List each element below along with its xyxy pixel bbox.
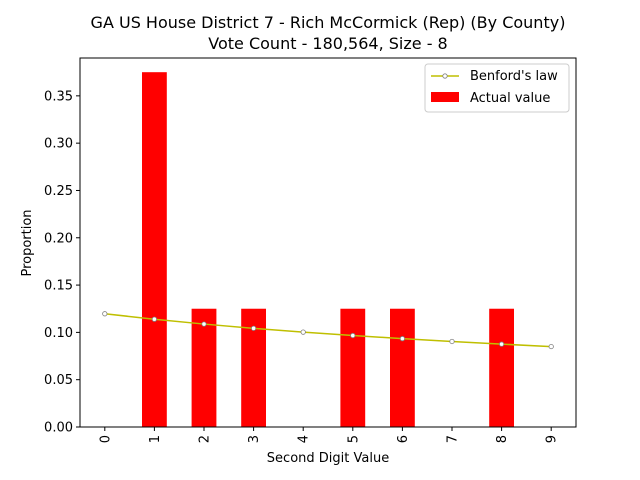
y-tick-label: 0.25: [44, 184, 73, 199]
y-tick-label: 0.15: [44, 279, 73, 294]
benford-point-9: [548, 343, 554, 350]
line-series-benford: [102, 311, 554, 350]
legend-marker-swatch: [442, 73, 448, 79]
benford-point-0: [102, 311, 108, 317]
legend-label-benford: Benford's law: [470, 69, 558, 84]
bar-digit-6: [390, 308, 415, 427]
y-tick-label: 0.05: [44, 373, 73, 388]
y-axis-ticks: 0.00 0.05 0.10 0.15 0.20 0.25 0.30 0.35: [44, 89, 80, 436]
legend-box: [424, 63, 570, 113]
benford-line: [104, 313, 552, 348]
y-tick-label: 0.20: [44, 231, 73, 246]
bar-digit-2: [191, 308, 217, 427]
bar-digit-5: [340, 308, 366, 427]
x-tick-label: 7: [446, 435, 461, 443]
y-axis-label: Proportion: [20, 209, 35, 276]
y-tick-label: 0.10: [44, 326, 73, 341]
y-tick-label: 0.35: [44, 89, 73, 104]
bar-digit-8: [489, 308, 514, 427]
benford-point-7: [449, 338, 455, 345]
x-tick-label: 1: [148, 435, 163, 443]
x-tick-label: 5: [346, 435, 361, 443]
x-tick-label: 4: [297, 435, 312, 443]
benford-point-2: [201, 321, 207, 327]
benford-point-3: [251, 325, 257, 331]
x-tick-label: 8: [495, 435, 510, 443]
benford-point-6: [399, 336, 405, 342]
y-tick-label: 0.30: [44, 137, 73, 152]
bar-digit-1: [142, 72, 167, 427]
x-tick-label: 3: [247, 435, 262, 443]
x-tick-label: 6: [396, 435, 411, 443]
x-axis-label: Second Digit Value: [267, 451, 389, 466]
x-axis-ticks: 0 1 2 3 4 5 6 7 8 9: [98, 427, 560, 443]
chart-subtitle: Vote Count - 180,564, Size - 8: [208, 34, 447, 53]
x-tick-label: 0: [98, 435, 113, 443]
x-tick-label: 9: [545, 435, 560, 443]
legend: Benford's law Actual value: [424, 63, 570, 113]
benford-point-8: [498, 341, 505, 347]
legend-label-actual: Actual value: [470, 91, 550, 106]
plot-frame: [79, 57, 577, 428]
chart-title: GA US House District 7 - Rich McCormick …: [91, 13, 566, 32]
bar-series-actual: [142, 72, 514, 427]
legend-bar-swatch: [431, 92, 459, 102]
x-tick-label: 2: [198, 435, 213, 443]
benford-point-1: [151, 316, 157, 322]
benford-point-5: [350, 332, 356, 339]
benford-point-4: [300, 329, 306, 335]
y-tick-label: 0.00: [44, 421, 73, 436]
